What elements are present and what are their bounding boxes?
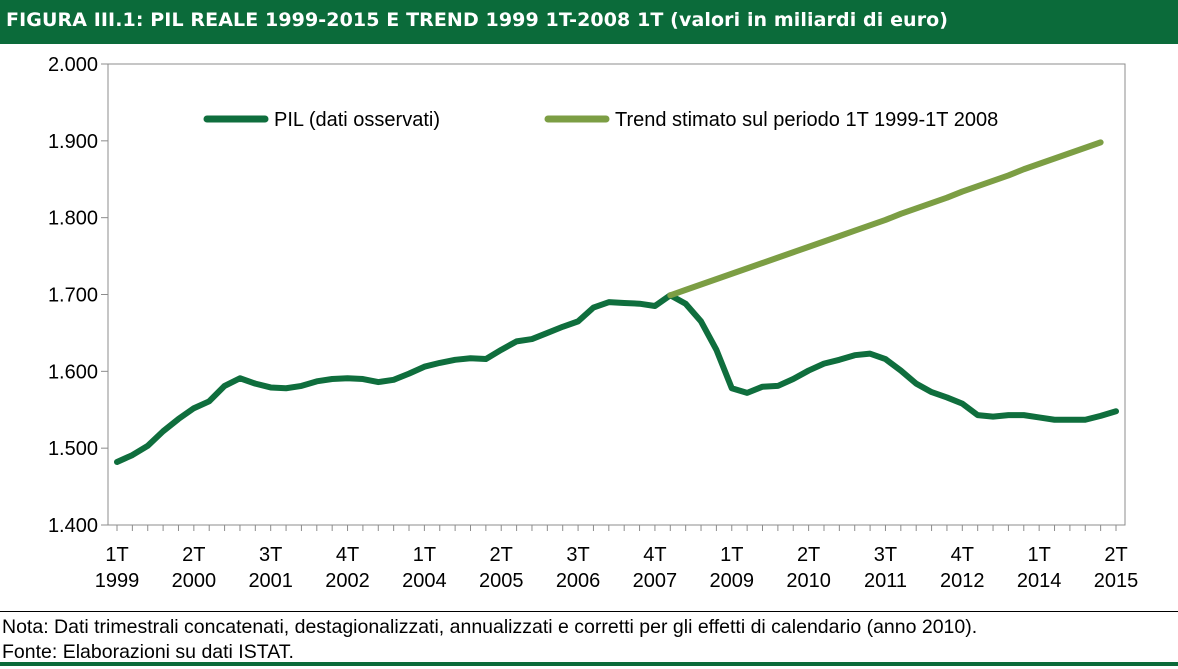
- x-tick-label-year: 2006: [556, 570, 601, 592]
- x-tick-label-quarter: 2T: [1104, 544, 1127, 566]
- y-tick-label: 1.900: [48, 131, 98, 153]
- series-line-observed: [114, 292, 1119, 465]
- x-tick-label-year: 2001: [248, 570, 293, 592]
- notes-divider: [0, 611, 1178, 612]
- x-tick-label-year: 2012: [940, 570, 985, 592]
- x-axis: 1T 1999 2T 2000 3T 2001 4T 2002 1T 2004 2T 2005 3T 20…: [95, 525, 1139, 592]
- x-tick-label-year: 2014: [1017, 570, 1062, 592]
- series-line-trend: [667, 139, 1104, 299]
- plot-frame: [107, 63, 1126, 526]
- legend-label-trend: Trend stimato sul periodo 1T 1999-1T 200…: [615, 109, 998, 131]
- bottom-rule: [0, 662, 1178, 666]
- x-tick-label-quarter: 2T: [797, 544, 820, 566]
- series-layer: [114, 139, 1119, 465]
- x-tick-label-quarter: 2T: [182, 544, 205, 566]
- x-tick-label-quarter: 1T: [105, 544, 128, 566]
- x-tick-label-year: 2002: [325, 570, 370, 592]
- x-tick-label-year: 2005: [479, 570, 524, 592]
- x-tick-label-quarter: 4T: [951, 544, 974, 566]
- y-tick-label: 1.600: [48, 361, 98, 383]
- y-axis: 1.400 1.500 1.600 1.700 1.800 1.900 2.000: [48, 54, 108, 537]
- x-tick-label-quarter: 2T: [490, 544, 513, 566]
- x-tick-label-quarter: 4T: [336, 544, 359, 566]
- x-tick-label-year: 1999: [95, 570, 140, 592]
- x-tick-label-quarter: 3T: [874, 544, 897, 566]
- y-tick-label: 1.400: [48, 515, 98, 537]
- x-tick-label-quarter: 3T: [566, 544, 589, 566]
- legend-label-observed: PIL (dati osservati): [274, 109, 440, 131]
- chart-notes: Nota: Dati trimestrali concatenati, dest…: [2, 615, 977, 665]
- note-text: Nota: Dati trimestrali concatenati, dest…: [2, 616, 978, 638]
- y-tick-label: 2.000: [48, 54, 98, 76]
- y-tick-label: 1.700: [48, 285, 98, 307]
- x-tick-label-year: 2007: [633, 570, 678, 592]
- x-tick-label-quarter: 1T: [720, 544, 743, 566]
- x-tick-label-quarter: 4T: [643, 544, 666, 566]
- x-tick-label-year: 2000: [172, 570, 217, 592]
- x-tick-label-year: 2011: [864, 570, 907, 592]
- line-chart: 1.400 1.500 1.600 1.700 1.800 1.900 2.000 1T 19…: [48, 54, 1139, 592]
- y-tick-label: 1.800: [48, 208, 98, 230]
- legend: PIL (dati osservati) Trend stimato sul p…: [203, 109, 998, 131]
- x-tick-label-quarter: 3T: [259, 544, 282, 566]
- y-tick-label: 1.500: [48, 438, 98, 460]
- x-tick-label-year: 2004: [402, 570, 447, 592]
- x-tick-label-quarter: 1T: [1027, 544, 1050, 566]
- x-tick-label-quarter: 1T: [413, 544, 436, 566]
- chart-title-bar: FIGURA III.1: PIL REALE 1999-2015 E TREN…: [0, 0, 1178, 44]
- x-tick-label-year: 2009: [710, 570, 755, 592]
- chart-title: FIGURA III.1: PIL REALE 1999-2015 E TREN…: [6, 9, 949, 31]
- source-text: Fonte: Elaborazioni su dati ISTAT.: [2, 641, 294, 663]
- x-tick-label-year: 2015: [1094, 570, 1139, 592]
- x-tick-label-year: 2010: [786, 570, 831, 592]
